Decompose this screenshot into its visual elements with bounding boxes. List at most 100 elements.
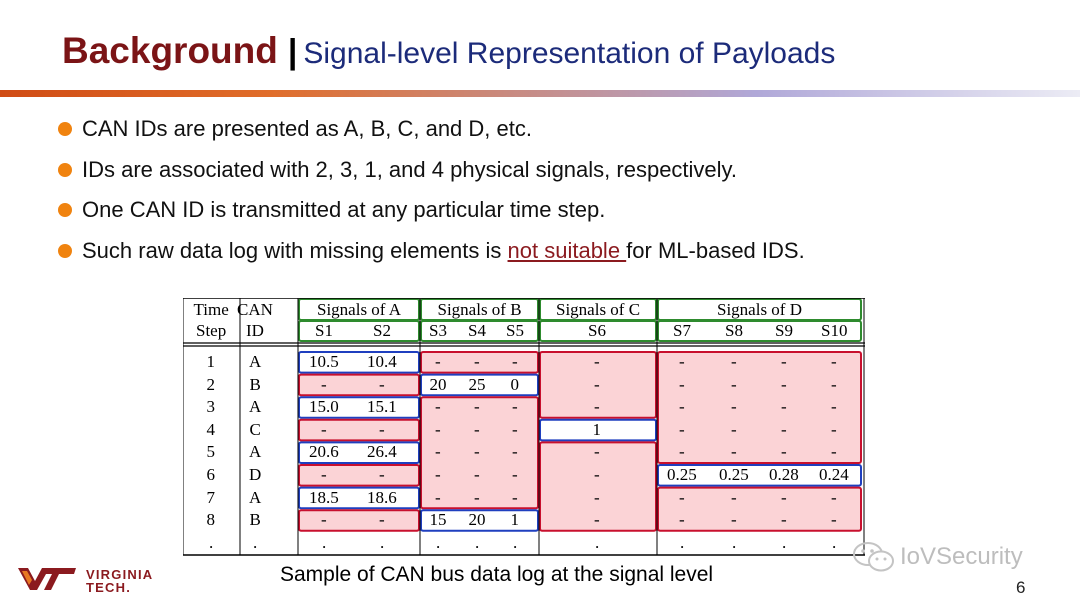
signal-value-cell: - — [831, 397, 837, 417]
signal-value-cell: - — [474, 352, 480, 371]
missing-values-box — [298, 373, 420, 397]
signal-value-cell: . — [513, 532, 518, 552]
present-values-box — [420, 509, 539, 532]
can-id-cell: A — [249, 487, 262, 507]
can-id-cell: C — [249, 419, 261, 439]
signal-name-label: S8 — [725, 321, 743, 340]
bullet-item: Such raw data log with missing elements … — [58, 234, 805, 275]
signal-value-cell: 20.6 — [309, 442, 339, 462]
signal-value-cell: - — [379, 510, 385, 530]
signal-value-cell: 10.4 — [367, 352, 397, 371]
present-values-box — [298, 396, 420, 419]
page-number: 6 — [1016, 578, 1026, 597]
signal-value-cell: . — [732, 532, 737, 552]
bullet-item: IDs are associated with 2, 3, 1, and 4 p… — [58, 153, 805, 194]
signal-value-cell: - — [781, 442, 787, 462]
bullet-list: CAN IDs are presented as A, B, C, and D,… — [58, 112, 805, 275]
time-step-cell: 7 — [206, 487, 216, 507]
signal-value-cell: - — [594, 397, 600, 417]
signal-name-label: S10 — [821, 321, 848, 340]
present-values-box — [657, 464, 862, 487]
signal-value-cell: . — [782, 532, 787, 552]
bullet-dot-icon — [58, 244, 72, 259]
signal-value-cell: - — [474, 442, 480, 462]
signal-value-cell: - — [679, 352, 685, 371]
signal-name-header-box — [539, 320, 657, 342]
signal-value-cell: - — [321, 510, 327, 530]
header-time: Time — [193, 300, 229, 319]
not-suitable-link[interactable]: not suitable — [507, 238, 627, 264]
time-step-cell: 8 — [206, 510, 216, 530]
signal-value-cell: 0.28 — [769, 465, 799, 484]
signal-value-cell: 15.1 — [367, 397, 397, 417]
signal-value-cell: - — [512, 487, 518, 507]
missing-values-box — [657, 486, 862, 532]
signal-value-cell: - — [512, 352, 518, 371]
signal-name-label: S6 — [588, 321, 606, 340]
table-grid-lines — [183, 298, 865, 556]
signal-group-label: Signals of D — [717, 300, 802, 319]
time-step-cell: 6 — [206, 465, 216, 484]
signal-value-cell: - — [831, 419, 837, 439]
signal-value-cell: 18.6 — [367, 487, 397, 507]
signal-value-cell: . — [475, 532, 480, 552]
signal-name-label: S5 — [506, 321, 524, 340]
signal-value-cell: - — [831, 374, 837, 394]
signal-value-cell: - — [679, 397, 685, 417]
signal-value-cell: . — [436, 532, 441, 552]
signal-value-cell: - — [679, 419, 685, 439]
signal-value-cell: - — [594, 442, 600, 462]
missing-values-box — [298, 418, 420, 442]
can-id-cell: B — [249, 374, 261, 394]
can-id-cell: A — [249, 397, 262, 417]
signal-value-cell: - — [474, 419, 480, 439]
signal-value-cell: - — [831, 510, 837, 530]
signal-value-cell: - — [594, 510, 600, 530]
missing-values-box — [298, 464, 420, 487]
bullet-item: CAN IDs are presented as A, B, C, and D,… — [58, 112, 805, 153]
header-step: Step — [196, 321, 227, 340]
vt-logo-icon — [18, 568, 76, 590]
signal-value-cell: 20 — [429, 374, 447, 394]
table-caption: Sample of CAN bus data log at the signal… — [280, 563, 714, 586]
bullet-text: IDs are associated with 2, 3, 1, and 4 p… — [82, 156, 738, 182]
signal-value-cell: - — [321, 419, 327, 439]
signal-name-header-box — [657, 320, 862, 342]
missing-values-box — [657, 351, 862, 464]
signal-name-label: S3 — [429, 321, 447, 340]
bullet-text-after: for ML-based IDS. — [626, 238, 805, 264]
signal-value-cell: - — [831, 487, 837, 507]
bullet-dot-icon — [58, 122, 72, 136]
wechat-icon — [853, 542, 894, 572]
signal-name-label: S7 — [673, 321, 691, 340]
signal-value-cell: . — [832, 532, 837, 552]
can-id-cell: . — [253, 532, 258, 552]
virginia-tech-wordmark: VIRGINIA TECH. — [86, 568, 153, 594]
title-subtitle: Signal-level Representation of Payloads — [303, 37, 836, 70]
signal-value-cell: - — [731, 442, 737, 462]
signal-value-cell: - — [435, 442, 441, 462]
signal-value-cell: 0 — [510, 374, 520, 394]
signal-value-cell: - — [781, 419, 787, 439]
signal-value-cell: - — [379, 465, 385, 484]
can-id-cell: A — [249, 352, 262, 371]
signal-value-cell: - — [781, 397, 787, 417]
signal-value-cell: - — [731, 397, 737, 417]
signal-name-label: S1 — [315, 321, 333, 340]
watermark-text: IoVSecurity — [900, 543, 1023, 570]
missing-values-box — [420, 351, 539, 374]
title-separator: | — [287, 33, 298, 71]
bullet-item: One CAN ID is transmitted at any particu… — [58, 193, 805, 234]
signal-value-cell: - — [731, 510, 737, 530]
signal-value-cell: - — [731, 419, 737, 439]
signal-value-cell: - — [379, 374, 385, 394]
signal-value-cell: . — [595, 532, 600, 552]
signal-value-cell: - — [731, 374, 737, 394]
title-main: Background — [62, 30, 278, 71]
signal-value-cell: 15.0 — [309, 397, 339, 417]
signal-value-cell: 18.5 — [309, 487, 339, 507]
logo-line-tech: TECH. — [86, 580, 131, 595]
time-step-cell: 1 — [206, 352, 216, 371]
signal-value-cell: - — [512, 465, 518, 484]
missing-values-box — [298, 509, 420, 532]
